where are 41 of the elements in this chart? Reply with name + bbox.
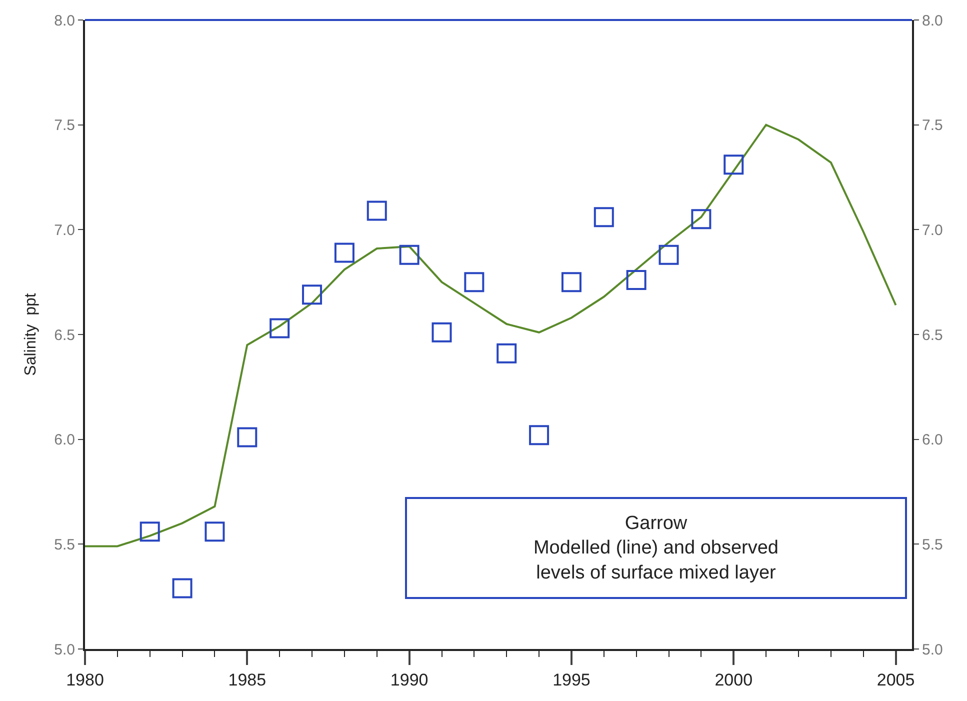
point <box>724 154 744 175</box>
point <box>496 343 517 364</box>
y2-tick-label: 6.5 <box>922 326 943 344</box>
x-tick-label: 2000 <box>714 670 753 690</box>
y-tick-label: 7.0 <box>54 222 75 239</box>
point <box>172 578 192 598</box>
point <box>399 244 420 265</box>
y2-tick-label: 5.5 <box>922 536 943 554</box>
y-tick-label: 8.0 <box>54 12 75 30</box>
point <box>626 270 646 290</box>
y-tick-label: 6.5 <box>54 326 75 344</box>
y-tick-label: 5.5 <box>54 536 75 554</box>
point <box>691 209 712 230</box>
point <box>140 522 160 542</box>
y-tick-label: 6.0 <box>54 432 75 449</box>
x-tick-label: 1995 <box>552 670 590 690</box>
point <box>561 272 582 292</box>
x-tick-label: 1985 <box>228 670 266 690</box>
y-axis-title: Salinity ppt <box>22 292 40 376</box>
point <box>204 522 225 542</box>
point <box>529 425 550 446</box>
point <box>432 322 452 342</box>
annotation: Garrow Modelled (line) and observed levels of surface mixed layer <box>533 513 779 584</box>
y2-tick-label: 8.0 <box>922 12 943 30</box>
point <box>237 427 258 448</box>
point <box>464 272 484 292</box>
y2-tick-label: 7.5 <box>922 117 943 134</box>
y2-tick-label: 7.0 <box>922 222 943 239</box>
point <box>334 242 354 263</box>
x-tick-label: 2005 <box>876 670 915 690</box>
x-tick-label: 1980 <box>66 670 104 690</box>
point <box>594 207 614 228</box>
point <box>366 200 387 221</box>
y-tick-label: 7.5 <box>54 117 75 134</box>
point <box>658 244 679 265</box>
point <box>270 318 290 338</box>
y2-tick-label: 5.0 <box>922 641 943 658</box>
point <box>302 284 322 305</box>
y2-tick-label: 6.0 <box>922 432 943 449</box>
x-tick-label: 1990 <box>390 670 428 690</box>
y-tick-label: 5.0 <box>54 641 75 658</box>
